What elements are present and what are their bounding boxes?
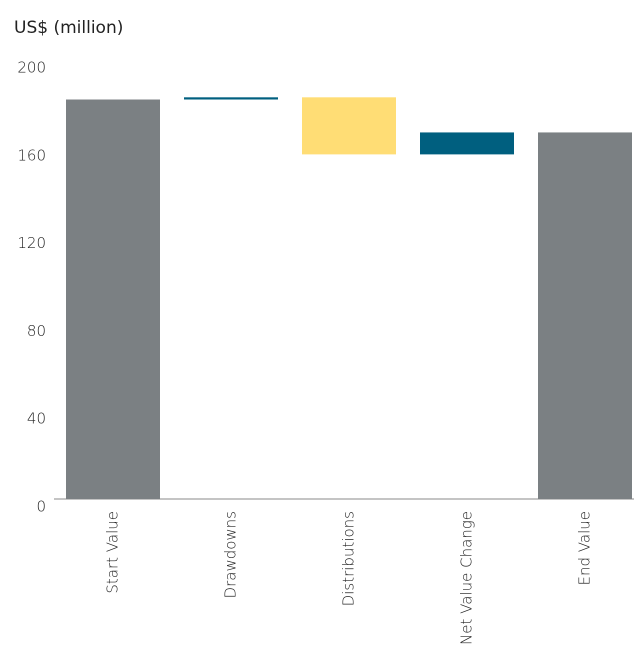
x-tick-label: Drawdowns — [222, 511, 240, 598]
bar — [420, 132, 514, 155]
x-tick-label: Net Value Change — [458, 511, 476, 645]
x-tick-label: Start Value — [104, 511, 122, 594]
x-tick-label: Distributions — [340, 511, 358, 606]
y-tick-label: 160 — [17, 146, 46, 164]
y-tick-label: 40 — [27, 410, 46, 428]
y-tick-label: 200 — [17, 59, 46, 77]
bar — [538, 132, 632, 499]
y-tick-label: 120 — [17, 234, 46, 252]
axis-title: US$ (million) — [14, 18, 123, 38]
bar — [302, 97, 396, 155]
y-tick-label: 80 — [27, 322, 46, 340]
x-tick-label: End Value — [576, 511, 594, 585]
y-tick-label: 0 — [36, 498, 46, 516]
bar — [184, 97, 278, 100]
bar — [66, 99, 160, 499]
